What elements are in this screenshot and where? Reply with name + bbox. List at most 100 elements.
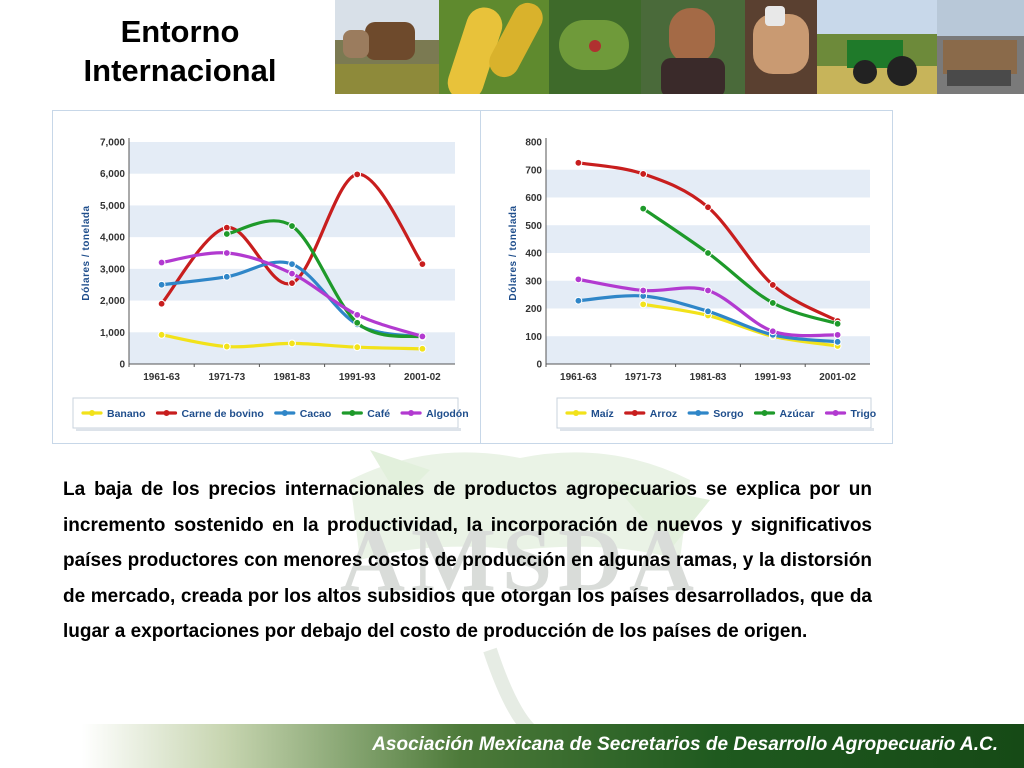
y-tick-label: 0 — [536, 360, 542, 371]
slide-title: Entorno Internacional — [30, 12, 330, 90]
legend-marker-arroz — [631, 410, 638, 416]
data-point-carne-de-bovino — [222, 223, 231, 232]
legend-marker-trigo — [832, 410, 839, 416]
chart-grain-products: 0 100 200 300 400 500 600 700 800 1961-63 1971-73 1… — [508, 138, 876, 431]
photo-tractor — [817, 0, 937, 94]
y-tick-label: 200 — [525, 304, 542, 315]
legend-marker-azucar — [761, 410, 768, 416]
legend-marker-banano — [89, 410, 95, 416]
data-point-trigo — [704, 286, 712, 295]
amsda-watermark: AMSDA — [340, 450, 710, 735]
photo-coffee-plant — [549, 0, 641, 94]
legend-marker-sorgo — [695, 410, 702, 416]
photo-corn — [439, 0, 549, 94]
legend-label-sorgo: Sorgo — [713, 408, 743, 420]
data-point-azucar — [639, 204, 648, 213]
photo-banner — [335, 0, 1024, 94]
series-line-maiz — [641, 302, 840, 348]
data-point-cacao — [157, 280, 166, 289]
y-tick-label: 1,000 — [100, 328, 125, 339]
data-point-sorgo — [574, 296, 583, 305]
title-line-1: Entorno — [120, 14, 240, 49]
data-point-algodon — [353, 310, 362, 319]
y-tick-label: 5,000 — [100, 201, 125, 212]
legend-label-arroz: Arroz — [650, 408, 677, 420]
data-point-cacao — [288, 260, 296, 269]
y-axis-label: Dólares / tonelada — [508, 205, 519, 300]
data-point-carne-de-bovino — [353, 170, 362, 179]
data-point-trigo — [574, 275, 583, 284]
y-tick-label: 600 — [525, 193, 542, 204]
data-point-cacao — [222, 272, 231, 281]
data-point-cafe — [222, 230, 231, 238]
data-point-cafe — [288, 222, 296, 230]
data-point-algodon — [157, 258, 166, 267]
legend-marker-maiz — [573, 410, 579, 416]
title-line-2: Internacional — [83, 53, 277, 88]
legend-label-maiz: Maíz — [591, 408, 614, 420]
legend-shadow — [76, 428, 461, 431]
x-tick-label: 1981-83 — [690, 372, 727, 383]
legend-marker-cacao — [281, 410, 288, 416]
series-line-cafe — [225, 219, 424, 339]
legend-label-algodon: Algodón — [426, 408, 469, 420]
y-tick-label: 0 — [119, 360, 125, 371]
data-point-cafe — [353, 318, 362, 327]
legend-label-carne-de-bovino: Carne de bovino — [182, 408, 264, 420]
y-tick-label: 400 — [525, 249, 542, 260]
watermark-text: AMSDA — [340, 511, 700, 610]
y-tick-label: 100 — [525, 332, 542, 343]
legend-marker-algodon — [408, 410, 415, 416]
legend-label-banano: Banano — [107, 408, 146, 420]
chart-legend: Banano Carne de bovino Cacao Café Algodón — [72, 397, 469, 431]
x-tick-label: 1961-63 — [560, 372, 597, 383]
data-point-maiz — [639, 300, 648, 309]
legend-marker-carne-de-bovino — [163, 410, 170, 416]
x-tick-label: 2001-02 — [404, 372, 441, 383]
series-line-azucar — [641, 207, 840, 326]
data-point-carne-de-bovino — [157, 299, 166, 308]
legend-box — [72, 397, 459, 429]
panel-divider — [480, 111, 481, 443]
grid-band — [546, 225, 870, 253]
data-point-sorgo — [833, 337, 842, 346]
grid-band — [129, 205, 455, 238]
grid-band — [546, 169, 870, 198]
grid-band — [546, 280, 870, 309]
y-tick-label: 3,000 — [100, 264, 125, 275]
data-point-banano — [222, 342, 231, 351]
data-point-algodon — [418, 332, 427, 341]
data-point-trigo — [768, 327, 777, 336]
x-tick-label: 1961-63 — [143, 372, 180, 383]
y-axis-label: Dólares / tonelada — [81, 205, 92, 300]
data-point-arroz — [639, 170, 648, 178]
data-point-azucar — [833, 319, 842, 328]
y-tick-label: 7,000 — [100, 138, 125, 149]
x-tick-label: 2001-02 — [819, 372, 856, 383]
data-point-arroz — [768, 281, 777, 289]
x-tick-label: 1991-93 — [339, 372, 376, 383]
data-point-algodon — [288, 269, 296, 278]
x-tick-label: 1981-83 — [274, 372, 311, 383]
body-paragraph: La baja de los precios internacionales d… — [63, 479, 872, 643]
legend-label-azucar: Azúcar — [780, 408, 815, 420]
chart-legend: Maíz Arroz Sorgo Azúcar Trigo — [556, 397, 876, 431]
x-tick-label: 1971-73 — [208, 372, 245, 383]
data-point-banano — [418, 344, 427, 353]
data-point-algodon — [222, 249, 231, 257]
data-point-banano — [157, 330, 166, 339]
legend-label-cacao: Cacao — [300, 408, 332, 420]
legend-shadow — [560, 428, 874, 431]
photo-coffee-beans-hands — [745, 0, 817, 94]
chart-tropical-products: 0 1,000 2,000 3,000 4,000 5,000 6,000 7,000 1961… — [72, 138, 469, 431]
data-point-azucar — [704, 249, 712, 257]
y-tick-label: 300 — [525, 276, 542, 287]
grid-band — [129, 142, 455, 174]
y-tick-label: 700 — [525, 165, 542, 176]
y-tick-label: 6,000 — [100, 169, 125, 180]
data-point-banano — [288, 339, 296, 348]
footer-bar: Asociación Mexicana de Secretarios de De… — [0, 724, 1024, 768]
y-tick-label: 2,000 — [100, 296, 125, 307]
data-point-carne-de-bovino — [418, 260, 427, 269]
legend-label-cafe: Café — [367, 408, 390, 420]
